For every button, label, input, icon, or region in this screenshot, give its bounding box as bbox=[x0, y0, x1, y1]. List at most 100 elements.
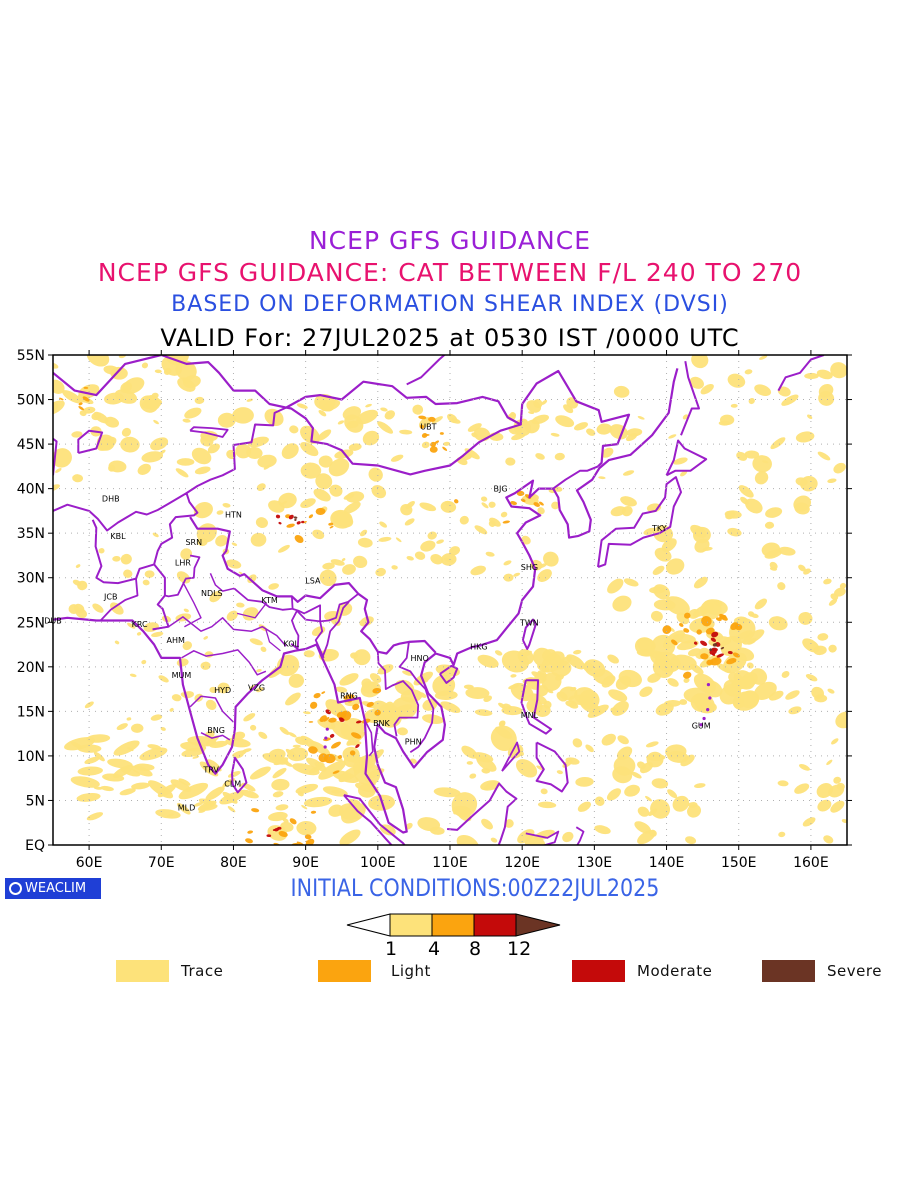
lon-label: 70E bbox=[148, 855, 175, 871]
station-label-lhr: LHR bbox=[175, 559, 191, 568]
coastline bbox=[520, 679, 553, 735]
coastline bbox=[552, 465, 599, 490]
island-marker bbox=[325, 727, 329, 731]
lat-label: 35N bbox=[17, 526, 45, 542]
index-description: BASED ON DEFORMATION SHEAR INDEX (DVSI) bbox=[171, 292, 729, 317]
legend-severe: Severe bbox=[762, 960, 882, 982]
plot-frame bbox=[52, 354, 848, 846]
turbulence-field bbox=[53, 355, 847, 845]
coastline bbox=[53, 355, 522, 476]
coastline bbox=[519, 369, 631, 468]
station-label-kol: KOL bbox=[283, 640, 299, 649]
lon-label: 60E bbox=[76, 855, 103, 871]
coastline bbox=[376, 651, 420, 737]
legend-light: Light bbox=[318, 960, 431, 982]
colorbar-tick: 12 bbox=[507, 938, 532, 960]
coastline bbox=[200, 732, 231, 741]
coastline bbox=[364, 719, 374, 757]
coastline bbox=[575, 826, 585, 845]
colorbar-tick: 1 bbox=[385, 938, 398, 960]
station-label-twn: TWN bbox=[519, 618, 539, 627]
lon-label: 130E bbox=[577, 855, 613, 871]
coastline bbox=[680, 361, 700, 436]
lat-label: 30N bbox=[17, 571, 45, 587]
coastline bbox=[181, 649, 267, 676]
legend-moderate: Moderate bbox=[572, 960, 712, 982]
station-label-bjg: BJG bbox=[494, 485, 508, 494]
coastline bbox=[552, 368, 679, 539]
coastline bbox=[209, 573, 235, 592]
lon-label: 140E bbox=[649, 855, 685, 871]
station-label-hno: HNO bbox=[411, 654, 429, 663]
station-label-rng: RNG bbox=[340, 691, 358, 700]
coastline bbox=[290, 609, 325, 659]
weaclim-logo: WEACLIM bbox=[5, 878, 101, 899]
station-label-mld: MLD bbox=[178, 804, 196, 813]
island-marker bbox=[706, 683, 711, 687]
legend-label: Moderate bbox=[637, 962, 713, 980]
legend-swatch bbox=[572, 960, 625, 982]
lon-label: 80E bbox=[220, 855, 247, 871]
coastline bbox=[99, 578, 139, 622]
legend-swatch bbox=[318, 960, 371, 982]
colorbar-tick: 8 bbox=[469, 938, 482, 960]
station-label-jcb: JCB bbox=[103, 592, 117, 601]
chart-title: NCEP GFS GUIDANCE bbox=[308, 226, 591, 255]
station-label-lsa: LSA bbox=[305, 576, 321, 585]
coastline bbox=[406, 355, 446, 386]
lat-label: 45N bbox=[17, 437, 45, 453]
lon-label: 120E bbox=[504, 855, 540, 871]
map-panel: 55N 50N 45N 40N 35N 30N 25N 20N 15N 10N 5N EQ 60E 70E… bbox=[0, 340, 900, 880]
coastline bbox=[665, 439, 708, 477]
coastline bbox=[189, 695, 235, 723]
legend-label: Trace bbox=[181, 962, 224, 980]
colorbar-over bbox=[515, 913, 561, 937]
island-marker bbox=[706, 707, 710, 712]
station-label-bng: BNG bbox=[207, 726, 225, 735]
station-label-ubt: UBT bbox=[420, 422, 436, 431]
lon-label: 160E bbox=[793, 855, 829, 871]
lon-label: 110E bbox=[432, 855, 468, 871]
colorbar-bin bbox=[389, 913, 433, 937]
lat-label: 10N bbox=[17, 749, 45, 765]
coastline bbox=[236, 602, 268, 619]
coastline bbox=[265, 629, 281, 652]
station-label-trv: TRV bbox=[202, 765, 219, 774]
lat-label: 20N bbox=[17, 660, 45, 676]
station-label-mum: MUM bbox=[172, 671, 192, 680]
legend-label: Severe bbox=[827, 962, 882, 980]
colorbar-bin bbox=[431, 913, 475, 937]
station-label-kbl: KBL bbox=[110, 532, 126, 541]
station-label-clm: CLM bbox=[224, 780, 241, 789]
legend-trace: Trace bbox=[116, 960, 223, 982]
coastline bbox=[77, 429, 104, 454]
map-svg: 55N 50N 45N 40N 35N 30N 25N 20N 15N 10N 5N EQ 60E 70E… bbox=[17, 348, 852, 871]
lat-label: 50N bbox=[17, 393, 45, 409]
station-label-htn: HTN bbox=[225, 510, 242, 519]
coastline bbox=[152, 616, 287, 647]
colorbar-under bbox=[346, 913, 391, 937]
lat-label: 55N bbox=[17, 348, 45, 364]
colorbar-bin bbox=[473, 913, 517, 937]
coastline bbox=[777, 355, 825, 392]
copyright-icon bbox=[9, 882, 22, 895]
coastline bbox=[182, 581, 202, 628]
station-label-srn: SRN bbox=[185, 538, 202, 547]
brand-label: WEACLIM bbox=[25, 881, 87, 896]
station-label-ahm: AHM bbox=[167, 636, 185, 645]
station-label-vzg: VZG bbox=[248, 683, 265, 692]
coastline bbox=[53, 492, 199, 585]
initial-conditions: INITIAL CONDITIONS:00Z22JUL2025 bbox=[290, 874, 660, 902]
coastline bbox=[164, 554, 201, 598]
lat-label: 40N bbox=[17, 482, 45, 498]
coastline bbox=[501, 741, 521, 772]
station-label-ktm: KTM bbox=[261, 596, 278, 605]
coastline bbox=[321, 601, 350, 659]
colorbar bbox=[346, 913, 561, 937]
island-marker bbox=[699, 723, 703, 727]
lon-label: 100E bbox=[360, 855, 396, 871]
station-label-hkg: HKG bbox=[470, 642, 487, 651]
legend-swatch bbox=[762, 960, 815, 982]
station-label-phn: PHN bbox=[405, 738, 422, 747]
coastline bbox=[189, 516, 437, 655]
